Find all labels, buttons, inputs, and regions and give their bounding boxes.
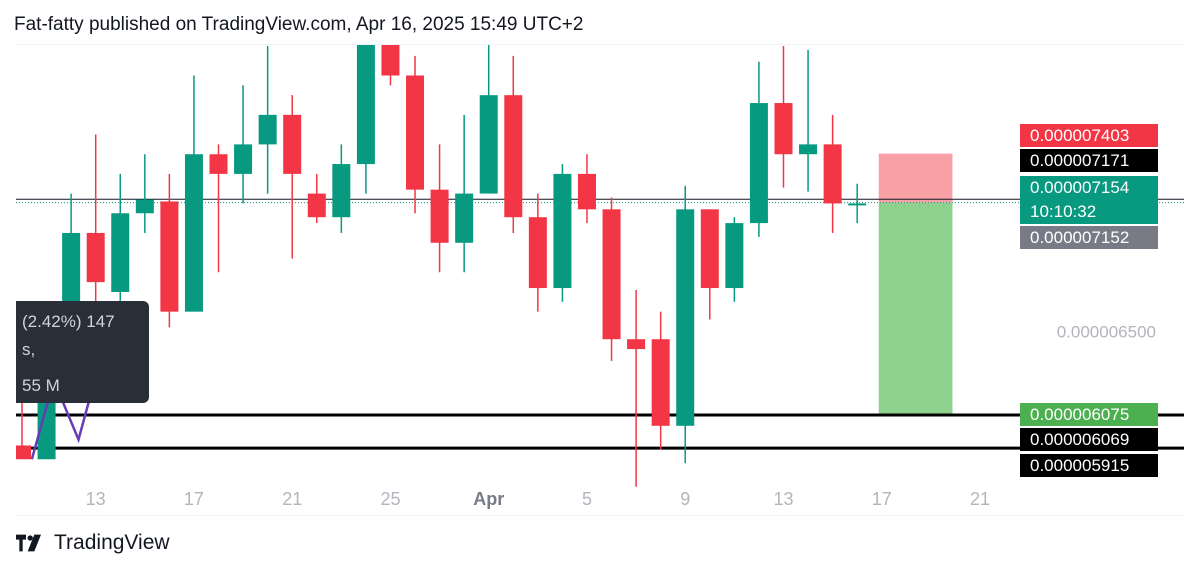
price-label-text: 0.000007154: [1030, 178, 1129, 197]
candle-body: [332, 164, 351, 218]
tradingview-logo-icon: [16, 534, 41, 552]
candle-body: [504, 95, 523, 218]
price-label-box: [1020, 454, 1158, 477]
tooltip-line-3: 55 M: [22, 376, 60, 395]
candle-body: [651, 339, 670, 426]
candle-body: [406, 75, 425, 190]
candle-body: [209, 154, 228, 174]
candle-body: [135, 199, 154, 214]
price-label-text: 0.000007403: [1030, 126, 1129, 145]
candle-body: [160, 201, 179, 312]
x-tick-label: 9: [680, 489, 690, 509]
candle-body: [430, 189, 449, 243]
candle-body: [86, 232, 105, 283]
publish-header: Fat-fatty published on TradingView.com, …: [14, 14, 584, 35]
candle-body: [283, 114, 302, 174]
x-tick-label: 21: [282, 489, 302, 509]
candle-body: [602, 209, 621, 340]
candle-body: [381, 45, 400, 76]
price-label-text: 0.000007152: [1030, 228, 1129, 247]
price-label-text: 0.000005915: [1030, 456, 1129, 475]
price-label-box: [1020, 403, 1158, 426]
x-tick-label: 25: [380, 489, 400, 509]
candle-body: [627, 339, 646, 350]
candle-body: [356, 45, 375, 165]
candle-body: [774, 103, 793, 155]
tradingview-brand: TradingView: [54, 531, 170, 554]
candle-body: [749, 103, 768, 224]
price-label-box: [1020, 149, 1158, 172]
candle-body: [479, 95, 498, 194]
candle-body: [848, 203, 867, 206]
position-target-zone: [878, 202, 953, 415]
price-label-text: 0.000006075: [1030, 405, 1129, 424]
price-label-box: [1020, 176, 1158, 224]
candle-body: [528, 217, 547, 289]
candle-body: [16, 445, 31, 460]
legend-tooltip: (2.42%) 147 s, 55 M: [16, 301, 149, 403]
candlestick-chart[interactable]: 13172125Apr591317210.0000075000.00000650…: [16, 45, 1184, 515]
candle-body: [676, 209, 695, 426]
candle-body: [111, 213, 130, 292]
candle-body: [553, 173, 572, 289]
price-label-text: 0.000006069: [1030, 430, 1129, 449]
position-stop-zone: [878, 153, 953, 203]
price-label-box: [1020, 124, 1158, 147]
candle-body: [234, 144, 253, 174]
x-tick-label: 13: [773, 489, 793, 509]
candle-body: [799, 144, 818, 155]
footer: TradingView: [16, 531, 170, 555]
candle-body: [700, 209, 719, 289]
x-tick-label: 21: [970, 489, 990, 509]
candle-body: [307, 193, 326, 218]
price-label-box: [1020, 428, 1158, 451]
tooltip-line-1: (2.42%) 147: [22, 312, 115, 331]
y-tick-label: 0.000006500: [1057, 322, 1156, 341]
tooltip-line-2: s,: [22, 340, 36, 359]
candle-body: [455, 193, 474, 243]
chart-area[interactable]: 13172125Apr591317210.0000075000.00000650…: [16, 44, 1184, 516]
x-tick-label: 5: [582, 489, 592, 509]
x-tick-label: 17: [872, 489, 892, 509]
candle-body: [258, 114, 277, 145]
candle-body: [577, 173, 596, 210]
x-tick-label: 13: [86, 489, 106, 509]
x-tick-label: 17: [184, 489, 204, 509]
countdown-label: 10:10:32: [1030, 202, 1096, 221]
candle-body: [823, 144, 842, 204]
x-tick-label: Apr: [473, 489, 504, 509]
price-label-text: 0.000007171: [1030, 151, 1129, 170]
candle-body: [725, 223, 744, 289]
candle-body: [184, 154, 203, 312]
price-label-box: [1020, 226, 1158, 249]
